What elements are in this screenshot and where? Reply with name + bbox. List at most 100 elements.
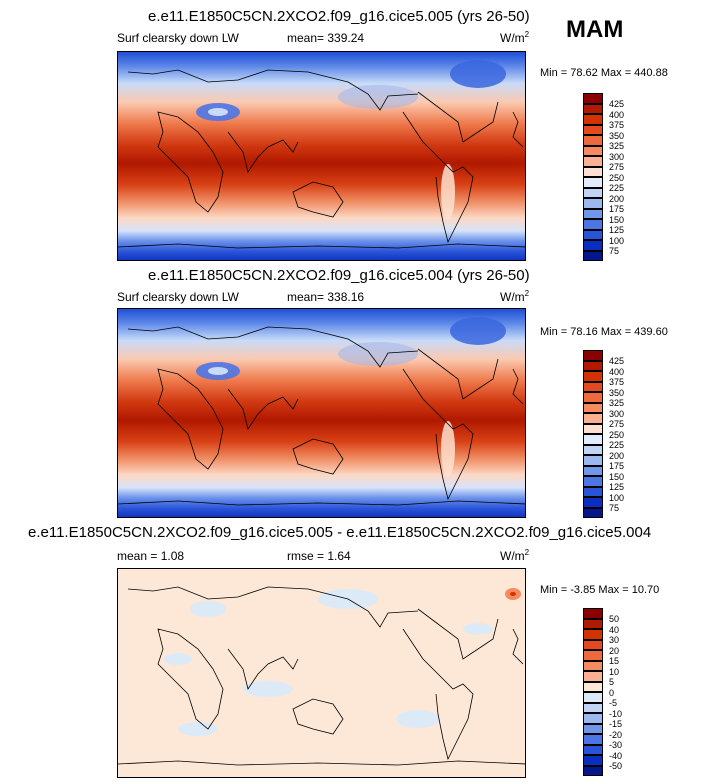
panel3-swatch (583, 671, 603, 682)
panel3-swatch (583, 639, 603, 650)
panel2-swatch (583, 465, 603, 476)
panel3-cb-label: 40 (609, 624, 620, 635)
panel3-mean: mean = 1.08 (117, 549, 185, 563)
panel2-cb-label: 175 (609, 461, 625, 471)
panel1-swatch (583, 240, 603, 251)
panel2-cb-label: 300 (609, 408, 625, 419)
panel3-cb-label: -20 (609, 729, 623, 740)
panel2-swatch (583, 360, 603, 371)
panel3-cb-label: 50 (609, 614, 620, 624)
panel2-cb-label: 100 (609, 492, 625, 503)
panel2-swatch (583, 423, 603, 434)
panel1-swatch (583, 177, 603, 188)
panel1-cb-label: 125 (609, 225, 625, 235)
panel2-title: e.e11.E1850C5CN.2XCO2.f09_g16.cice5.004 … (148, 267, 530, 284)
panel1-map (117, 51, 526, 261)
panel1-cb-label: 325 (609, 141, 625, 151)
panel1-cb-label: 275 (609, 162, 625, 172)
panel2-cb-label: 275 (609, 419, 625, 429)
panel2-swatch (583, 476, 603, 487)
panel3-swatch (583, 681, 603, 692)
panel2-cb-label: 200 (609, 450, 625, 461)
panel3-swatch (583, 692, 603, 703)
panel1-cb-label: 350 (609, 130, 625, 141)
panel3-swatch (583, 755, 603, 766)
panel3-cb-label: 10 (609, 666, 620, 677)
panel1-swatch (583, 166, 603, 177)
panel2-colorbar (583, 350, 603, 518)
panel1-swatch (583, 156, 603, 167)
panel2-cb-label: 325 (609, 398, 625, 408)
panel1-swatch (583, 208, 603, 219)
panel3-map (117, 568, 526, 778)
panel1-cb-label: 100 (609, 235, 625, 246)
panel1-mean: mean= 339.24 (287, 31, 365, 45)
panel2-swatch (583, 444, 603, 455)
panel1-cb-label: 150 (609, 214, 625, 225)
panel3-cb-label: -40 (609, 750, 623, 761)
panel1-swatch (583, 135, 603, 146)
panel1-cb-label: 225 (609, 183, 625, 193)
panel2-swatch (583, 402, 603, 413)
panel2-swatch (583, 381, 603, 392)
panel3-rmse: rmse = 1.64 (287, 549, 351, 563)
panel2-minmax: Min = 78.16 Max = 439.60 (540, 326, 668, 338)
panel1-swatch (583, 250, 603, 261)
panel2-swatch (583, 507, 603, 518)
panel3-title: e.e11.E1850C5CN.2XCO2.f09_g16.cice5.005 … (28, 524, 652, 541)
panel2-swatch (583, 455, 603, 466)
panel2-cb-label: 250 (609, 429, 625, 440)
panel2-cb-label: 225 (609, 440, 625, 450)
panel2-map (117, 308, 526, 518)
panel2-swatch (583, 392, 603, 403)
panel1-minmax: Min = 78.62 Max = 440.88 (540, 67, 668, 79)
panel2-swatch (583, 434, 603, 445)
panel1-cb-label: 300 (609, 151, 625, 162)
panel3-cb-label: 15 (609, 656, 620, 666)
panel2-cb-label: 375 (609, 377, 625, 387)
panel3-cb-label: -10 (609, 708, 623, 719)
panel2-mean: mean= 338.16 (287, 290, 365, 304)
panel2-swatch (583, 350, 603, 361)
panel1-swatch (583, 198, 603, 209)
panel1-variable: Surf clearsky down LW (117, 31, 239, 45)
panel1-cb-label: 175 (609, 204, 625, 214)
panel1-colorbar (583, 93, 603, 261)
panel3-swatch (583, 618, 603, 629)
panel3-cb-label: -50 (609, 761, 623, 771)
panel2-cb-label: 425 (609, 356, 625, 366)
panel3-swatch (583, 650, 603, 661)
panel1-swatch (583, 219, 603, 230)
panel3-swatch (583, 765, 603, 776)
panel3-swatch (583, 713, 603, 724)
panel1-swatch (583, 145, 603, 156)
panel1-cb-label: 250 (609, 172, 625, 183)
panel2-swatch (583, 486, 603, 497)
panel1-swatch (583, 124, 603, 135)
panel1-title: e.e11.E1850C5CN.2XCO2.f09_g16.cice5.005 … (148, 8, 530, 25)
panel3-cb-label: -15 (609, 719, 623, 729)
panel2-cb-label: 75 (609, 503, 620, 513)
panel3-swatch (583, 744, 603, 755)
panel1-cb-label: 400 (609, 109, 625, 120)
panel3-cb-label: 5 (609, 677, 615, 687)
panel2-cb-label: 150 (609, 471, 625, 482)
panel3-swatch (583, 608, 603, 619)
panel3-swatch (583, 723, 603, 734)
panel3-cb-label: 0 (609, 687, 615, 698)
panel2-units: W/m2 (500, 289, 530, 304)
panel2-swatch (583, 371, 603, 382)
panel2-cb-label: 400 (609, 366, 625, 377)
season-label: MAM (566, 16, 624, 43)
panel3-cb-label: -5 (609, 698, 618, 708)
panel1-swatch (583, 229, 603, 240)
panel1-swatch (583, 103, 603, 114)
panel3-cb-label: 30 (609, 635, 620, 645)
panel1-cb-label: 75 (609, 246, 620, 256)
panel2-swatch (583, 413, 603, 424)
panel1-swatch (583, 114, 603, 125)
panel3-units: W/m2 (500, 548, 530, 563)
panel2-cb-label: 350 (609, 387, 625, 398)
panel2-cb-label: 125 (609, 482, 625, 492)
panel2-swatch (583, 497, 603, 508)
